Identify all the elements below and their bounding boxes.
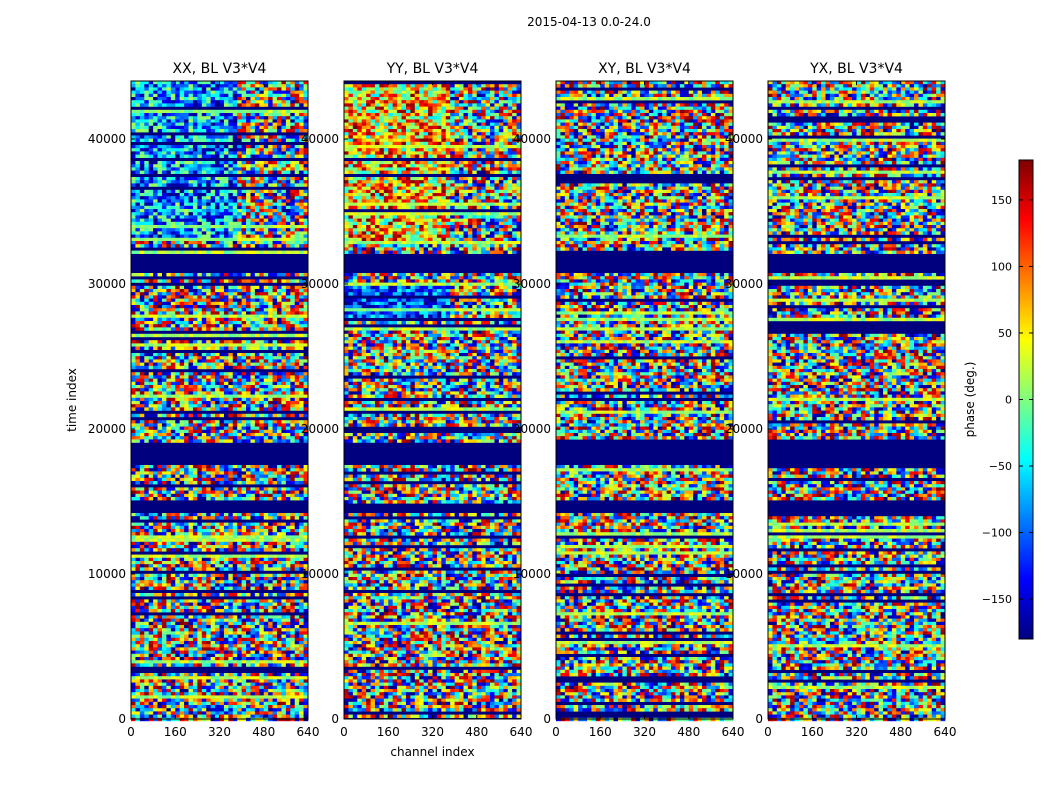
y-tick-label: 0 <box>543 712 551 726</box>
colorbar-label: phase (deg.) <box>963 362 977 438</box>
y-axis-label: time index <box>65 368 79 432</box>
flagged-band <box>344 444 521 463</box>
x-tick-label: 640 <box>297 725 320 739</box>
heatmap-cells <box>344 84 521 718</box>
colorbar-tick-label: 150 <box>991 194 1012 207</box>
y-tick-label: 0 <box>755 712 763 726</box>
x-tick-label: 480 <box>252 725 275 739</box>
x-tick-label: 160 <box>164 725 187 739</box>
flagged-band <box>768 444 945 463</box>
colorbar-tick-label: −50 <box>989 460 1012 473</box>
x-tick-label: 0 <box>340 725 348 739</box>
x-tick-label: 320 <box>633 725 656 739</box>
y-tick-label: 40000 <box>88 132 126 146</box>
flagged-band <box>768 255 945 272</box>
colorbar-tick-label: 100 <box>991 260 1012 273</box>
colorbar-tick-label: 0 <box>1005 394 1012 407</box>
y-tick-label: 0 <box>331 712 339 726</box>
panel-title: YY, BL V3*V4 <box>386 61 479 77</box>
x-tick-label: 160 <box>377 725 400 739</box>
x-tick-label: 640 <box>510 725 533 739</box>
y-tick-label: 20000 <box>88 422 126 436</box>
flagged-band <box>556 255 733 272</box>
panel-title: YX, BL V3*V4 <box>809 61 903 77</box>
x-tick-label: 0 <box>552 725 560 739</box>
y-tick-label: 20000 <box>725 422 763 436</box>
y-tick-label: 10000 <box>513 567 551 581</box>
x-tick-label: 320 <box>208 725 231 739</box>
flagged-band <box>556 502 733 512</box>
y-tick-label: 40000 <box>513 132 551 146</box>
x-tick-label: 0 <box>127 725 135 739</box>
heatmap-cells <box>768 81 945 721</box>
y-tick-label: 30000 <box>725 277 763 291</box>
flagged-band <box>344 506 521 512</box>
flagged-band <box>131 255 308 272</box>
x-tick-label: 320 <box>421 725 444 739</box>
x-tick-label: 640 <box>722 725 745 739</box>
y-tick-label: 30000 <box>88 277 126 291</box>
x-tick-label: 160 <box>801 725 824 739</box>
y-tick-label: 10000 <box>725 567 763 581</box>
x-tick-label: 480 <box>465 725 488 739</box>
y-tick-label: 20000 <box>301 422 339 436</box>
heatmap-panel-2: 0 160 320 480 640 0 10000 20000 30000 40000 YY, BL… <box>301 61 533 759</box>
y-tick-label: 30000 <box>513 277 551 291</box>
x-tick-label: 160 <box>589 725 612 739</box>
y-tick-label: 20000 <box>513 422 551 436</box>
heatmap-cells <box>131 81 308 721</box>
x-tick-label: 480 <box>889 725 912 739</box>
x-tick-label: 0 <box>764 725 772 739</box>
x-axis-label: channel index <box>390 745 474 759</box>
colorbar-tick-label: 50 <box>998 327 1012 340</box>
figure-suptitle: 2015-04-13 0.0-24.0 <box>527 15 651 29</box>
y-tick-label: 40000 <box>725 132 763 146</box>
x-tick-label: 320 <box>845 725 868 739</box>
panel-title: XX, BL V3*V4 <box>173 61 267 77</box>
colorbar-tick-label: −100 <box>982 527 1012 540</box>
x-tick-label: 480 <box>677 725 700 739</box>
colorbar: −150 −100 −50 0 50 100 150 phase (deg.) <box>963 160 1033 639</box>
colorbar-tick-label: −150 <box>982 593 1012 606</box>
heatmap-panel-3: 0 160 320 480 640 0 10000 20000 30000 40000 XY, BL… <box>513 61 745 739</box>
flagged-band <box>556 444 733 463</box>
y-tick-label: 10000 <box>88 567 126 581</box>
panel-title: XY, BL V3*V4 <box>598 61 691 77</box>
y-tick-label: 30000 <box>301 277 339 291</box>
y-tick-label: 0 <box>118 712 126 726</box>
flagged-band <box>131 444 308 463</box>
y-tick-label: 40000 <box>301 132 339 146</box>
y-tick-label: 10000 <box>301 567 339 581</box>
flagged-band <box>131 502 308 512</box>
heatmap-panels: 0 160 320 480 640 0 10000 20000 30000 40000 XX, BL… <box>65 61 956 759</box>
flagged-band <box>768 502 945 512</box>
heatmap-panel-1: 0 160 320 480 640 0 10000 20000 30000 40000 XX, BL… <box>65 61 319 739</box>
flagged-band <box>344 255 521 272</box>
x-tick-label: 640 <box>934 725 957 739</box>
heatmap-panel-4: 0 160 320 480 640 0 10000 20000 30000 40000 YX, BL… <box>725 61 957 739</box>
